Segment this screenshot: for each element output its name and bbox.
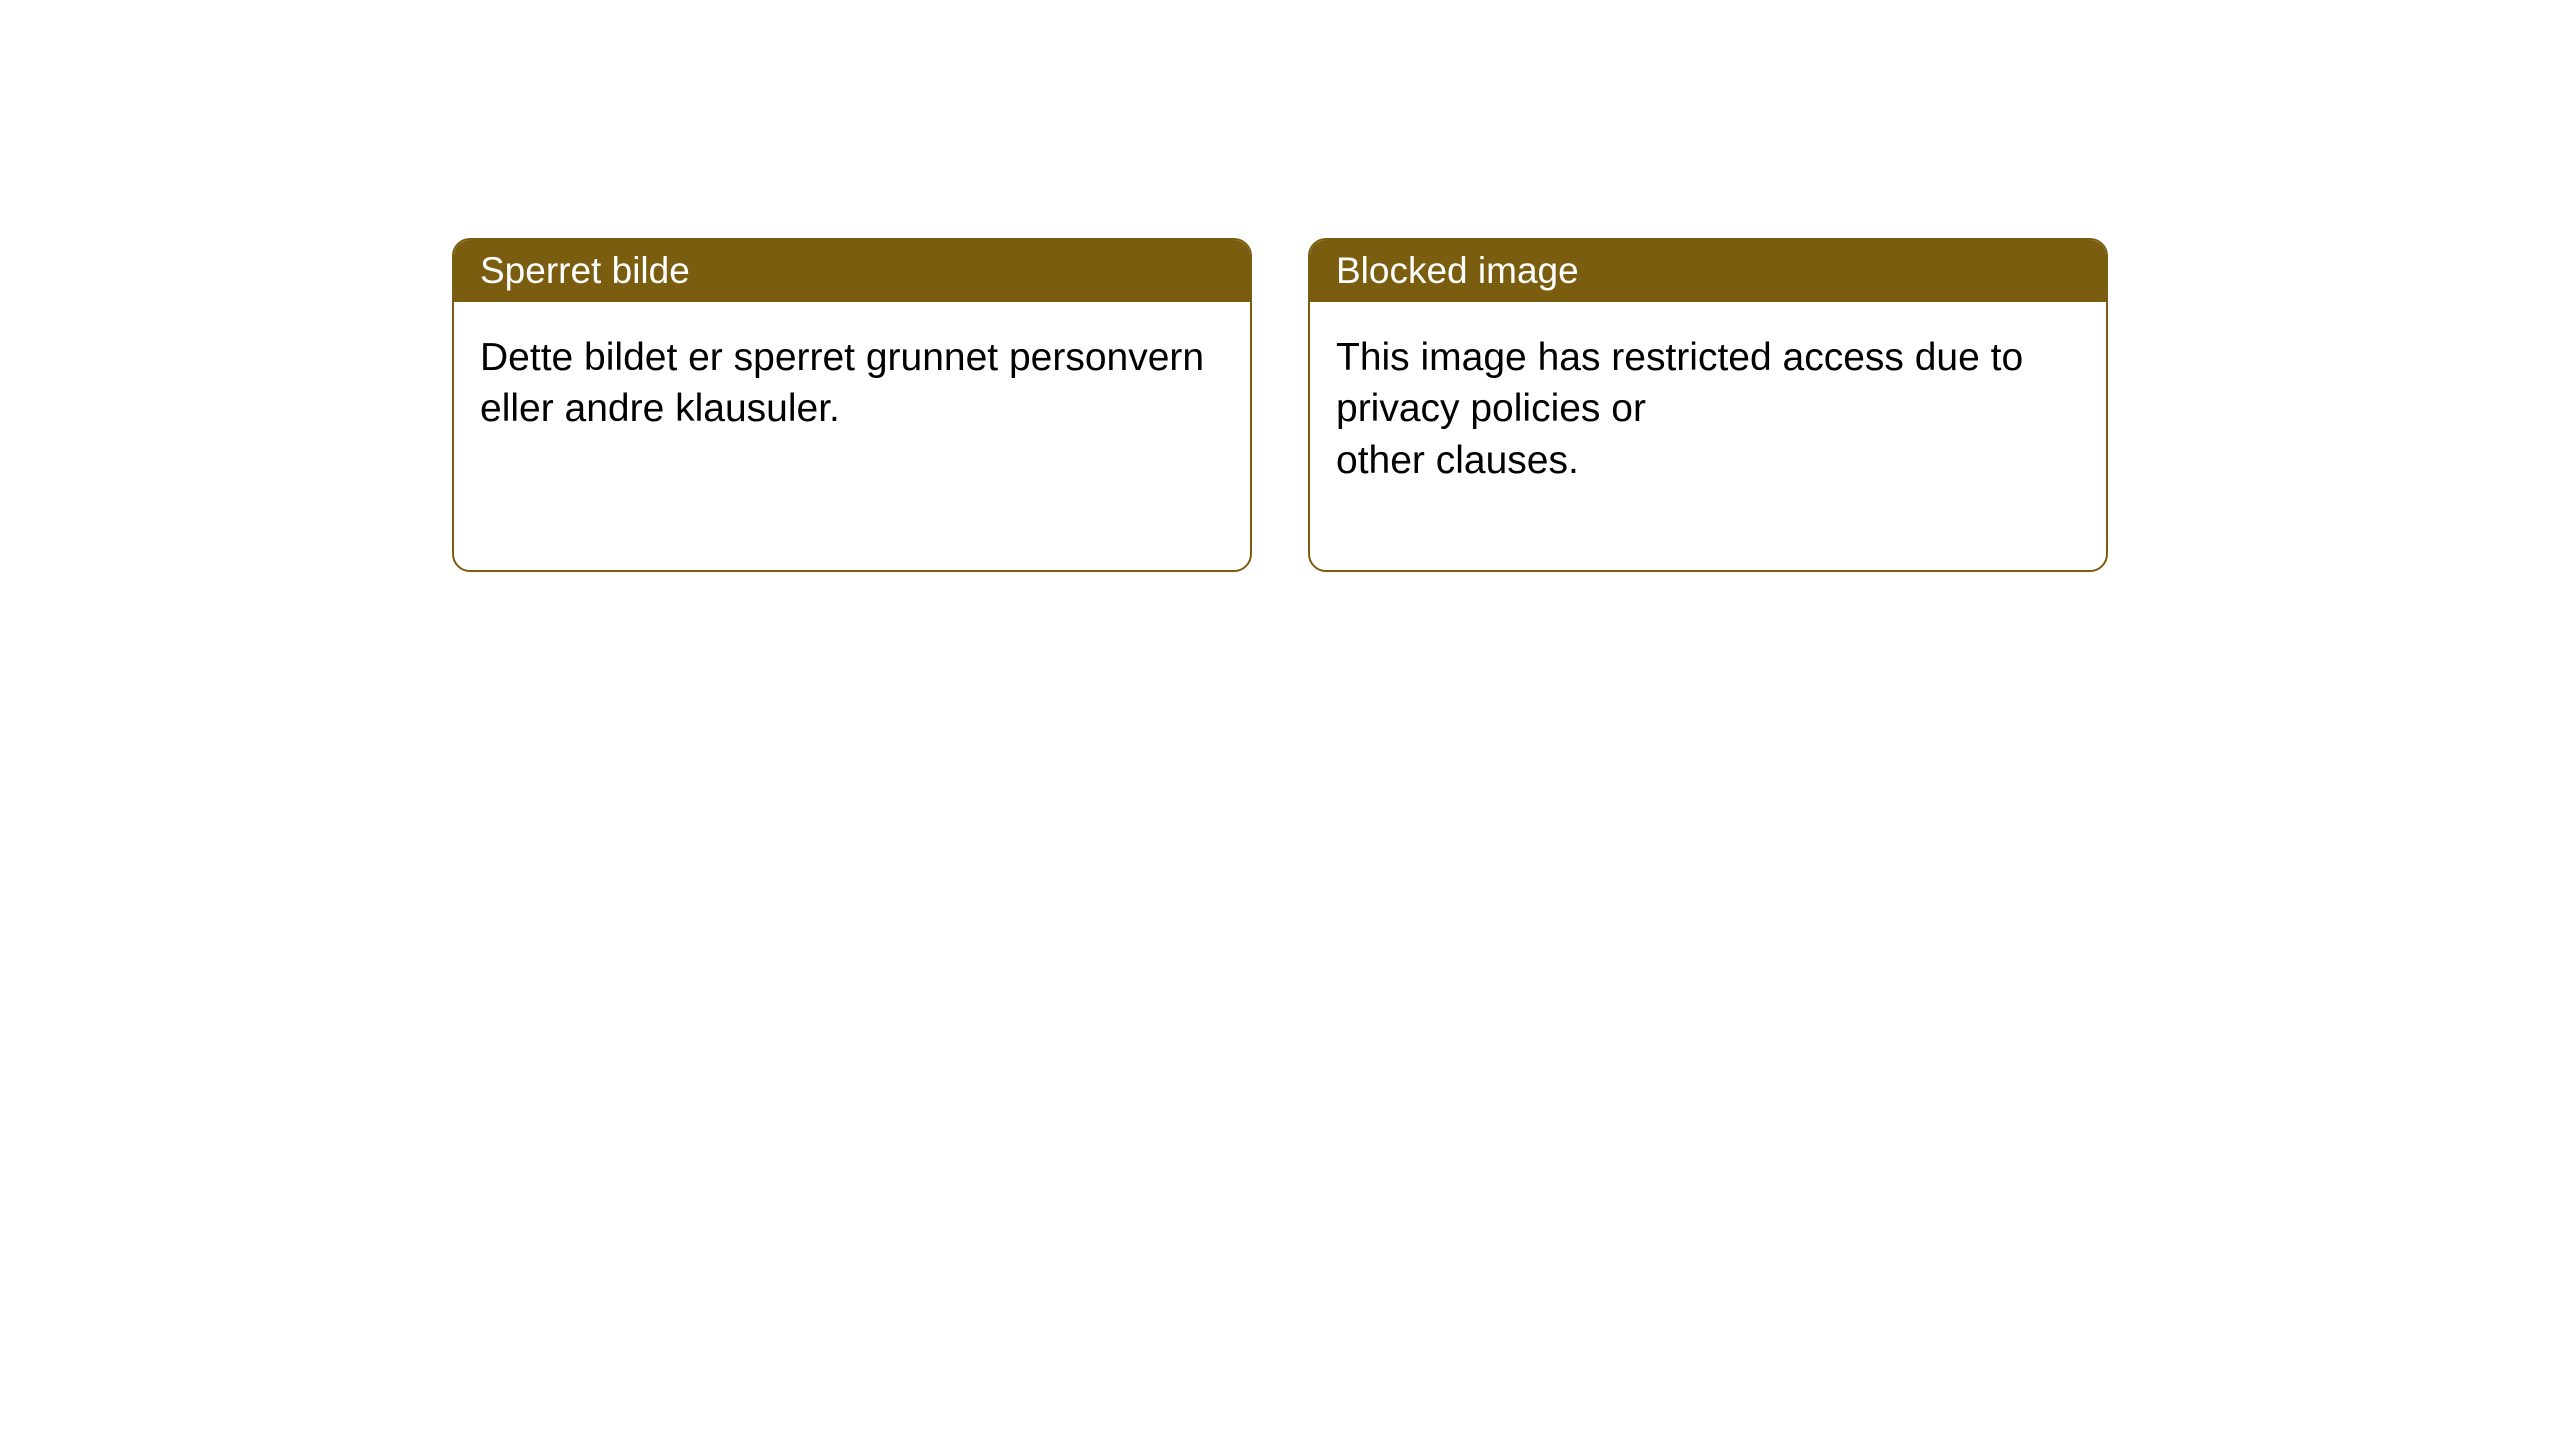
notice-container: Sperret bilde Dette bildet er sperret gr…: [0, 0, 2560, 572]
notice-card-english: Blocked image This image has restricted …: [1308, 238, 2108, 572]
notice-title-norwegian: Sperret bilde: [454, 240, 1250, 302]
notice-card-norwegian: Sperret bilde Dette bildet er sperret gr…: [452, 238, 1252, 572]
notice-title-english: Blocked image: [1310, 240, 2106, 302]
notice-body-english: This image has restricted access due to …: [1310, 302, 2106, 516]
notice-body-norwegian: Dette bildet er sperret grunnet personve…: [454, 302, 1250, 465]
